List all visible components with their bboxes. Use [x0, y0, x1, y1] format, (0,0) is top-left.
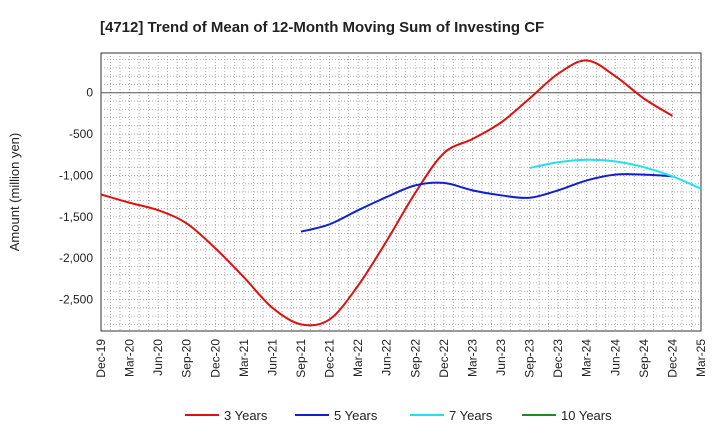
y-tick-label: -2,000 [59, 251, 93, 265]
x-tick-label: Sep-21 [294, 339, 308, 378]
x-tick-label: Jun-24 [608, 339, 622, 376]
x-tick-label: Dec-23 [551, 339, 565, 378]
y-tick-label: 0 [86, 86, 93, 100]
x-tick-label: Dec-22 [437, 339, 451, 378]
x-tick-label: Mar-24 [580, 339, 594, 377]
y-tick-label: -1,500 [59, 210, 93, 224]
x-tick-label: Sep-24 [637, 339, 651, 378]
x-tick-label: Dec-24 [665, 339, 679, 378]
x-tick-label: Dec-19 [94, 339, 108, 378]
legend-label-10-years: 10 Years [561, 408, 612, 423]
series-line-5-years [300, 173, 673, 233]
x-tick-label: Mar-22 [351, 339, 365, 377]
x-tick-label: Sep-20 [180, 339, 194, 378]
x-tick-label: Mar-25 [694, 339, 708, 377]
chart-title: [4712] Trend of Mean of 12-Month Moving … [100, 19, 544, 36]
x-tick-label: Jun-23 [494, 339, 508, 376]
y-tick-label: -2,500 [59, 293, 93, 307]
series-line-7-years [529, 158, 702, 190]
legend-label-5-years: 5 Years [334, 408, 378, 423]
y-axis-label: Amount (million yen) [7, 133, 22, 252]
x-tick-label: Sep-23 [523, 339, 537, 378]
legend: 3 Years 5 Years 7 Years 10 Years [185, 408, 612, 423]
x-tick-label: Sep-22 [408, 339, 422, 378]
legend-label-7-years: 7 Years [449, 408, 493, 423]
y-tick-label: -500 [69, 127, 93, 141]
series-line-3-years [100, 59, 673, 327]
x-tick-label: Dec-21 [323, 339, 337, 378]
x-tick-label: Jun-21 [265, 339, 279, 376]
x-tick-label: Mar-20 [123, 339, 137, 377]
y-tick-label: -1,000 [59, 168, 93, 182]
x-tick-label: Jun-22 [380, 339, 394, 376]
x-tick-label: Mar-23 [465, 339, 479, 377]
legend-label-3-years: 3 Years [224, 408, 268, 423]
x-tick-label: Dec-20 [208, 339, 222, 378]
x-tick-label: Mar-21 [237, 339, 251, 377]
x-tick-label: Jun-20 [151, 339, 165, 376]
